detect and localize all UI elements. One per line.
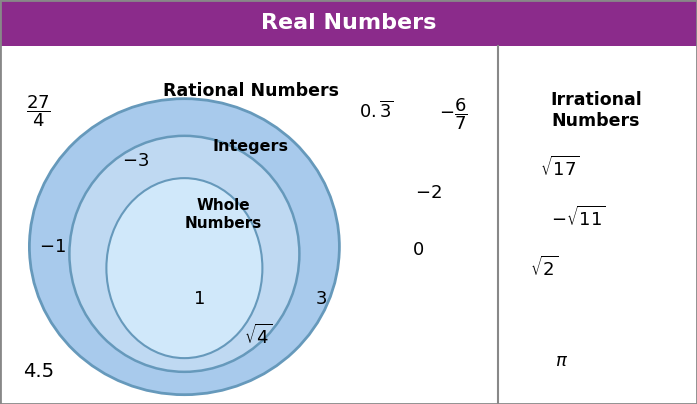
- Text: Real Numbers: Real Numbers: [261, 13, 436, 33]
- Bar: [0, 0, 697, 46]
- Text: Irrational
Numbers: Irrational Numbers: [550, 91, 642, 130]
- Text: 4.5: 4.5: [23, 362, 54, 381]
- Ellipse shape: [29, 99, 339, 395]
- Text: $-\dfrac{6}{7}$: $-\dfrac{6}{7}$: [439, 97, 467, 132]
- Text: $1$: $1$: [193, 290, 204, 307]
- Text: $0$: $0$: [412, 241, 424, 259]
- Ellipse shape: [107, 178, 262, 358]
- Text: $-\sqrt{11}$: $-\sqrt{11}$: [551, 206, 606, 230]
- Text: Integers: Integers: [213, 139, 289, 154]
- Text: $-1$: $-1$: [39, 238, 66, 256]
- Text: $\sqrt{4}$: $\sqrt{4}$: [244, 324, 272, 348]
- Text: $0.\overline{3}$: $0.\overline{3}$: [360, 100, 393, 122]
- Text: $-3$: $-3$: [123, 152, 149, 170]
- Text: $\dfrac{27}{4}$: $\dfrac{27}{4}$: [26, 93, 51, 128]
- Text: $\pi$: $\pi$: [555, 352, 567, 370]
- Text: $\sqrt{17}$: $\sqrt{17}$: [540, 156, 580, 180]
- Text: $-2$: $-2$: [415, 184, 442, 202]
- Text: Whole
Numbers: Whole Numbers: [185, 198, 261, 231]
- Text: Rational Numbers: Rational Numbers: [163, 82, 339, 100]
- Ellipse shape: [70, 136, 300, 372]
- Text: $3$: $3$: [314, 290, 327, 307]
- Text: $\sqrt{2}$: $\sqrt{2}$: [530, 256, 558, 280]
